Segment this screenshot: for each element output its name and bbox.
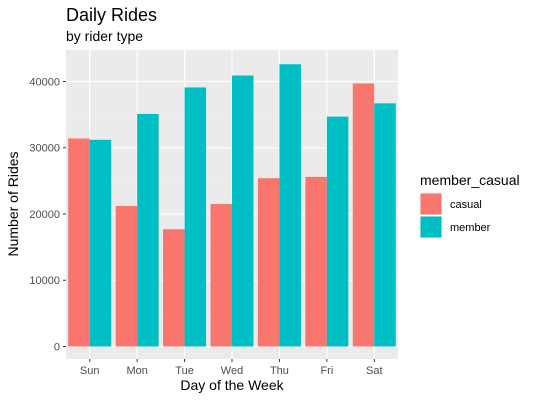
y-tick-label: 20000: [29, 209, 60, 221]
bar-casual-thu: [257, 178, 280, 347]
legend-title: member_casual: [420, 172, 520, 188]
y-tick-label: 30000: [29, 143, 60, 155]
x-tick-label: Sun: [80, 365, 100, 377]
y-tick-label: 0: [54, 342, 60, 354]
chart-title: Daily Rides: [66, 5, 157, 25]
y-tick-label: 40000: [29, 76, 60, 88]
bar-member-wed: [232, 75, 254, 347]
legend-key-casual: [420, 193, 442, 215]
y-tick-label: 10000: [29, 275, 60, 287]
bar-casual-sat: [352, 83, 375, 347]
x-tick-label: Sat: [366, 365, 383, 377]
chart-subtitle: by rider type: [66, 28, 143, 44]
x-tick-label: Tue: [175, 365, 194, 377]
x-tick-label: Wed: [221, 365, 243, 377]
legend-key-member: [420, 216, 442, 238]
bar-member-sat: [374, 103, 396, 347]
bar-casual-wed: [210, 204, 232, 347]
bar-casual-fri: [305, 176, 327, 347]
legend-label-member: member: [450, 222, 491, 234]
bar-member-sun: [89, 139, 112, 347]
bar-member-fri: [326, 116, 349, 347]
x-tick-label: Mon: [126, 365, 147, 377]
bar-casual-mon: [115, 206, 138, 347]
x-tick-label: Thu: [270, 365, 289, 377]
bar-member-tue: [184, 87, 207, 347]
y-axis: 0 10000 20000 30000 40000: [29, 76, 66, 354]
bar-member-mon: [137, 113, 159, 347]
bars: [68, 64, 396, 347]
bar-casual-tue: [163, 229, 185, 347]
legend: member_casual casual member: [420, 172, 520, 238]
y-axis-title: Number of Rides: [5, 151, 21, 256]
x-axis: Sun Mon Tue Wed Thu Fri Sat: [80, 359, 383, 377]
bar-member-thu: [279, 64, 301, 347]
bar-casual-sun: [68, 138, 90, 347]
x-tick-label: Fri: [320, 365, 333, 377]
x-axis-title: Day of the Week: [180, 377, 284, 393]
legend-label-casual: casual: [450, 199, 482, 211]
